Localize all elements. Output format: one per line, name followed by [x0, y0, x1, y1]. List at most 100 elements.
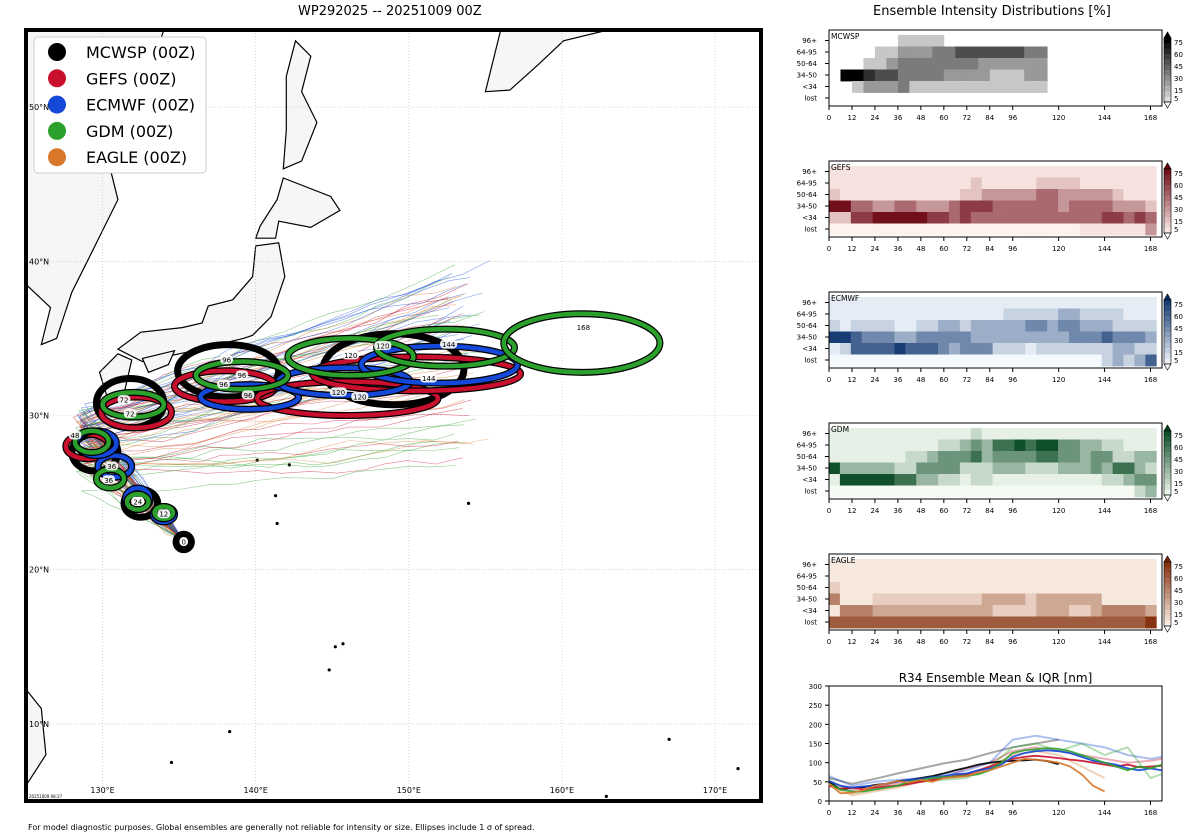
heatmap-cell	[1058, 297, 1070, 309]
heatmap-cell	[883, 451, 895, 463]
heatmap-cell	[1101, 308, 1114, 321]
colorbar-label: 60	[1174, 575, 1183, 583]
island	[736, 767, 740, 771]
heatmap-cell	[905, 177, 917, 190]
heatmap-cell	[1145, 485, 1157, 498]
colorbar-arrow-top	[1163, 31, 1172, 39]
heatmap-cell	[1014, 343, 1026, 355]
heatmap-cell	[1145, 200, 1157, 213]
ensemble-track	[81, 317, 444, 540]
heatmap-cell	[981, 582, 994, 594]
heatmap-cell	[920, 69, 933, 82]
heatmap-xtick-label: 60	[939, 638, 948, 646]
heatmap-cell	[938, 200, 950, 213]
heatmap-xtick-label: 60	[939, 376, 948, 384]
heatmap-cell	[909, 81, 922, 93]
heatmap-panel-eagle: EAGLE 96+ 64-95 50-64 34-50 <34 lost 0 12 24 36 48 6…	[797, 553, 1183, 646]
heatmap-cell	[978, 69, 991, 82]
colorbar-seg	[1164, 342, 1171, 349]
heatmap-cell	[1058, 428, 1070, 440]
heatmap-ylabel: lost	[804, 488, 817, 496]
colorbar-seg	[1164, 447, 1171, 453]
heatmap-cell	[851, 69, 864, 82]
heatmap-cell	[992, 297, 1004, 309]
heatmap-cell	[1001, 58, 1014, 70]
heatmap-cell	[948, 428, 961, 440]
track-label-bg	[374, 341, 392, 351]
heatmap-cell	[883, 308, 895, 321]
heatmap-cell	[829, 439, 841, 452]
heatmap-cell	[839, 320, 852, 332]
heatmap-xtick-label: 24	[870, 507, 879, 515]
heatmap-cell	[992, 439, 1004, 452]
heatmap-cell	[1134, 616, 1146, 629]
heatmap-cell	[872, 605, 884, 617]
heatmap-cell	[916, 343, 928, 355]
heatmap-cell	[916, 297, 928, 309]
heatmap-cell	[1112, 212, 1124, 224]
heatmap-cell	[874, 69, 887, 82]
heatmap-cell	[959, 559, 972, 571]
heatmap-cell	[959, 616, 972, 629]
heatmap-cell	[1024, 58, 1037, 70]
colorbar-arrow-top	[1163, 424, 1172, 432]
footer-note: For model diagnostic purposes. Global en…	[28, 823, 535, 832]
heatmap-ylabel: 50-64	[797, 191, 818, 199]
heatmap-cell	[970, 200, 983, 213]
heatmap-cell	[927, 593, 939, 606]
heatmap-cell	[1058, 177, 1070, 190]
heatmap-cell	[905, 593, 917, 606]
heatmap-cell	[1001, 81, 1014, 93]
island	[275, 521, 279, 526]
heatmap-xtick-label: 12	[848, 376, 857, 384]
heatmap-cell	[861, 308, 874, 321]
colorbar-seg	[1164, 452, 1171, 459]
heatmap-cell	[1035, 58, 1048, 70]
heatmap-cell	[872, 308, 884, 321]
heatmap-cell	[992, 616, 1004, 629]
heatmap-xtick-label: 96	[1008, 376, 1017, 384]
colorbar-seg	[1164, 185, 1171, 191]
heatmap-cell	[970, 212, 983, 224]
heatmap-cell	[1036, 308, 1048, 321]
heatmap-cell	[839, 343, 852, 355]
colorbar-label: 5	[1174, 226, 1178, 234]
heatmap-cell	[839, 212, 852, 224]
heatmap-xtick-label: 12	[848, 507, 857, 515]
heatmap-cell	[1090, 297, 1103, 309]
heatmap-cell	[829, 308, 841, 321]
heatmap-cell	[1036, 297, 1048, 309]
heatmap-cell	[894, 439, 906, 452]
heatmap-cell	[927, 462, 939, 475]
heatmap-cell	[981, 331, 994, 344]
heatmap-xtick-label: 144	[1098, 376, 1112, 384]
heatmap-xtick-label: 0	[827, 638, 831, 646]
heatmap-cell	[992, 582, 1004, 594]
heatmap-cell	[1036, 331, 1048, 344]
map-frame	[24, 28, 763, 803]
heatmap-cell	[1025, 223, 1037, 236]
heatmap-ylabel: <34	[802, 476, 817, 484]
heatmap-cell	[916, 223, 928, 236]
heatmap-cell	[894, 451, 906, 463]
heatmap-cell	[863, 81, 876, 93]
heatmap-cell	[970, 320, 983, 332]
colorbar-label: 30	[1174, 337, 1183, 345]
heatmap-cell	[981, 451, 994, 463]
heatmap-cell	[894, 354, 906, 367]
colorbar-seg	[1164, 463, 1171, 469]
heatmap-cell	[829, 605, 841, 617]
heatmap-cell	[1058, 200, 1070, 213]
heatmap-cell	[1145, 343, 1157, 355]
heatmap-cell	[970, 189, 983, 201]
heatmap-cell	[829, 189, 841, 201]
legend-marker	[48, 43, 66, 61]
heatmap-cell	[959, 605, 972, 617]
heatmap-cell	[948, 308, 961, 321]
heatmap-xtick-label: 0	[827, 245, 831, 253]
heatmap-cell	[992, 559, 1004, 571]
heatmap-cell	[872, 331, 884, 344]
heatmap-cell	[1068, 320, 1081, 332]
heatmap-cell	[1025, 177, 1037, 190]
heatmap-cell	[992, 474, 1004, 486]
